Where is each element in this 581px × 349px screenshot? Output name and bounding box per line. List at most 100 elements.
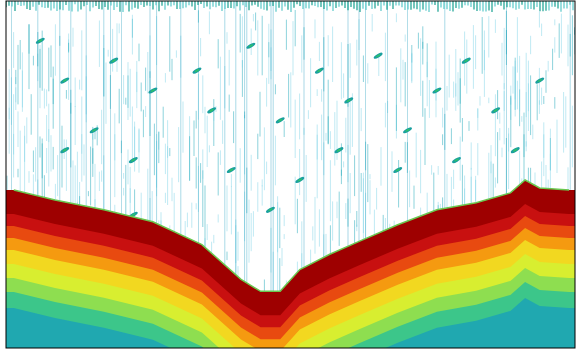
target-core <box>62 79 67 83</box>
noise-streak <box>304 1 305 267</box>
noise-streak <box>319 209 320 246</box>
noise-streak <box>488 98 489 104</box>
noise-streak <box>119 89 120 124</box>
noise-streak <box>495 178 496 188</box>
noise-streak <box>530 75 531 135</box>
surface-noise <box>125 1 126 5</box>
target <box>334 146 344 154</box>
noise-streak <box>40 137 41 158</box>
surface-noise <box>188 1 189 5</box>
surface-noise <box>278 1 279 8</box>
noise-streak <box>79 182 80 205</box>
noise-streak <box>299 94 300 140</box>
noise-streak <box>79 196 80 205</box>
noise-streak <box>277 202 278 252</box>
noise-streak <box>244 1 245 282</box>
noise-streak <box>29 171 30 183</box>
noise-streak <box>438 202 439 210</box>
target-echo <box>148 86 158 94</box>
surface-noise <box>290 1 291 12</box>
surface-noise <box>338 1 339 7</box>
target-echo <box>108 57 118 65</box>
noise-streak <box>326 133 327 141</box>
surface-noise <box>509 1 510 7</box>
noise-streak <box>75 165 76 204</box>
noise-streak <box>405 62 406 106</box>
noise-streak <box>319 42 320 61</box>
target-core <box>434 88 439 92</box>
target-core <box>376 54 381 58</box>
noise-streak <box>68 43 69 53</box>
noise-streak <box>524 113 525 158</box>
noise-streak <box>464 32 465 86</box>
noise-streak <box>174 193 175 232</box>
noise-streak <box>471 177 472 204</box>
surface-noise <box>554 1 555 7</box>
target <box>60 76 70 84</box>
noise-streak <box>189 116 190 180</box>
noise-streak <box>9 108 10 154</box>
noise-streak <box>398 160 399 208</box>
noise-streak <box>75 106 76 145</box>
noise-streak <box>442 108 443 128</box>
noise-streak <box>284 234 285 239</box>
target-echo <box>461 57 471 65</box>
noise-streak <box>18 169 19 178</box>
noise-streak <box>22 52 23 111</box>
noise-streak <box>136 61 137 108</box>
noise-streak <box>535 173 536 186</box>
target-core <box>336 148 341 152</box>
noise-streak <box>233 111 234 143</box>
surface-noise <box>458 1 459 9</box>
noise-streak <box>202 149 203 178</box>
noise-streak <box>253 14 254 21</box>
noise-streak <box>376 188 377 210</box>
noise-streak <box>477 143 478 175</box>
noise-streak <box>73 28 74 47</box>
noise-streak <box>323 1 324 257</box>
noise-streak <box>422 81 423 117</box>
noise-streak <box>328 35 329 66</box>
noise-streak <box>356 211 357 227</box>
noise-streak <box>40 49 41 88</box>
target-echo <box>490 106 500 114</box>
target-echo <box>314 67 324 75</box>
noise-streak <box>462 165 463 206</box>
noise-streak <box>295 10 296 46</box>
noise-streak <box>282 248 283 266</box>
noise-streak <box>139 130 140 173</box>
noise-streak <box>350 173 351 213</box>
surface-noise <box>53 1 54 9</box>
target-echo <box>226 166 236 174</box>
surface-noise <box>158 1 159 11</box>
noise-streak <box>128 62 129 120</box>
noise-streak <box>541 24 542 36</box>
noise-streak <box>367 144 368 202</box>
noise-streak <box>370 180 371 214</box>
target-core <box>150 88 155 92</box>
noise-streak <box>77 152 78 205</box>
noise-streak <box>297 199 298 233</box>
noise-streak <box>123 188 124 196</box>
noise-streak <box>310 58 311 107</box>
noise-streak <box>458 72 459 105</box>
noise-streak <box>218 39 219 68</box>
seabed-line <box>14 180 569 291</box>
noise-streak <box>548 180 549 189</box>
surface-noise <box>497 1 498 5</box>
target-echo <box>206 106 216 114</box>
target <box>344 96 354 104</box>
surface-noise <box>353 1 354 9</box>
noise-streak <box>158 132 159 163</box>
noise-streak <box>264 280 265 292</box>
noise-streak <box>251 155 252 191</box>
target-echo <box>373 52 383 60</box>
noise-streak <box>227 32 228 44</box>
surface-noise <box>44 1 45 8</box>
noise-streak <box>451 177 452 207</box>
noise-streak <box>321 115 322 161</box>
surface-noise <box>392 1 393 9</box>
noise-streak <box>361 173 362 192</box>
surface-noise <box>143 1 144 7</box>
target-core <box>493 108 498 112</box>
